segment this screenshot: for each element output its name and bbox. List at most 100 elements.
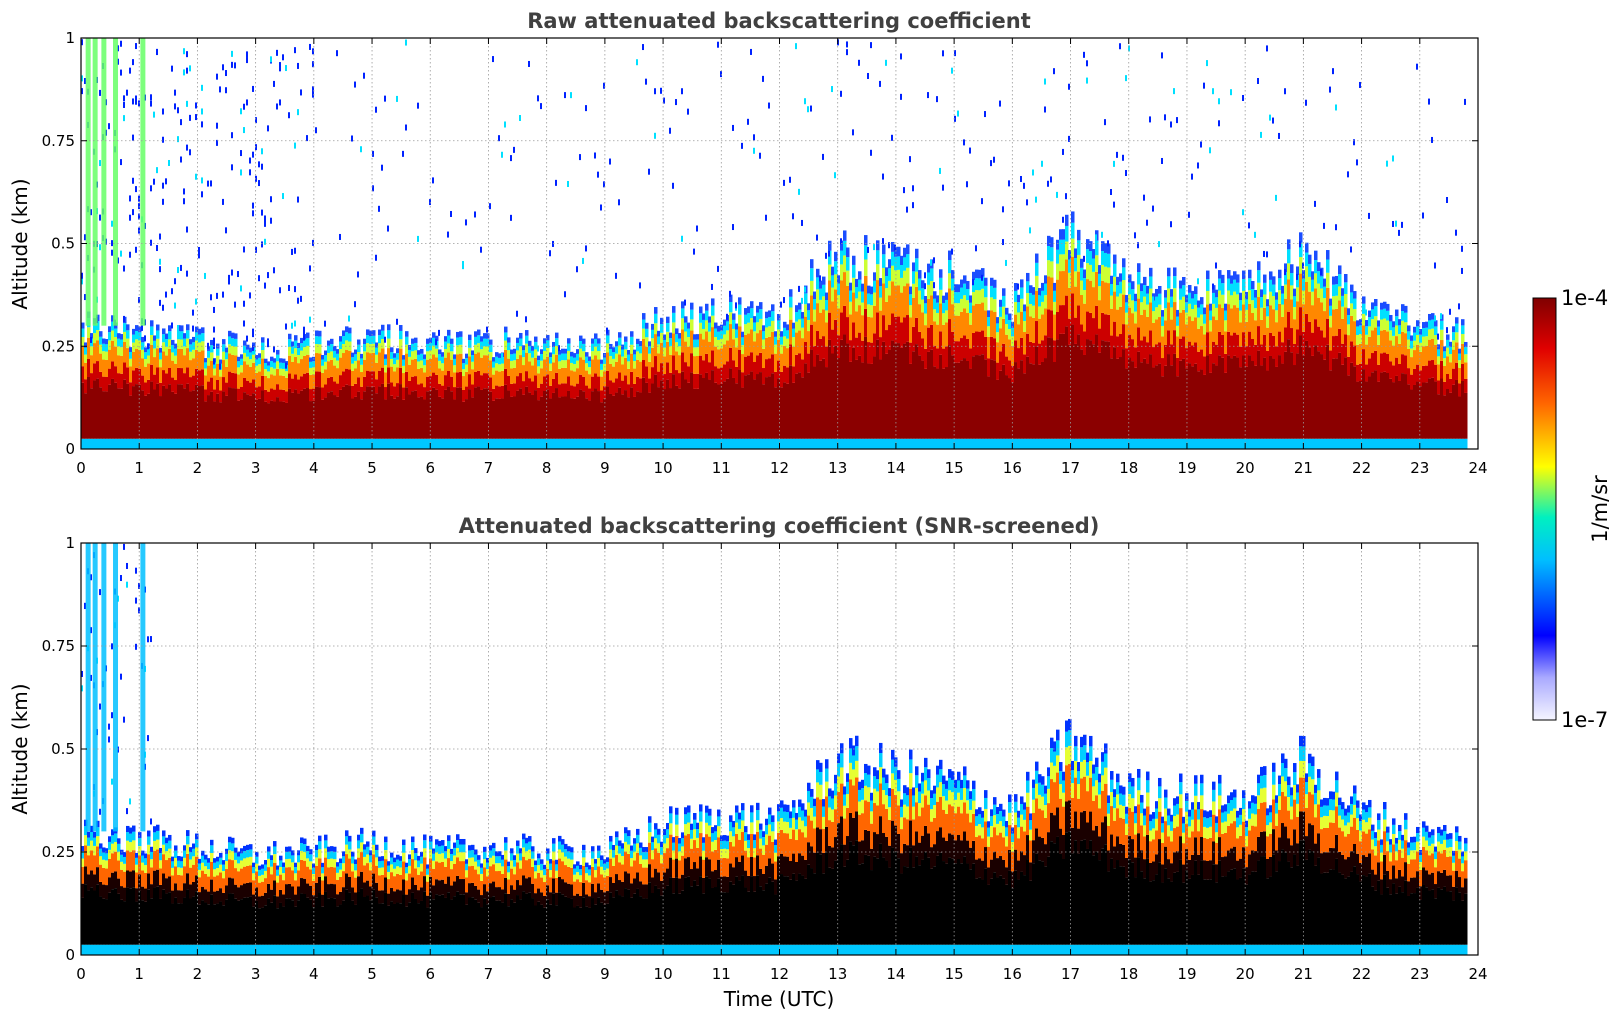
heatmap-column [1422,212,1426,449]
heatmap-cell [1434,344,1438,365]
heatmap-cell [1401,354,1405,374]
heatmap-noise [783,297,785,304]
heatmap-noise [609,158,611,165]
heatmap-cell [798,438,802,449]
heatmap-cell [1068,272,1072,288]
heatmap-cell [1104,282,1108,315]
heatmap-cell [267,391,271,404]
heatmap-cell [906,341,910,439]
heatmap-cell [1155,296,1159,308]
heatmap-cell [438,383,442,397]
heatmap-cell [537,355,541,361]
x-tick-label: 3 [251,459,261,477]
heatmap-column [276,49,280,449]
heatmap-cell [102,338,106,344]
heatmap-cell [690,372,694,439]
heatmap-cell [885,267,889,276]
heatmap-cell [159,367,163,383]
heatmap-cell [1143,276,1147,286]
heatmap-cell [939,331,943,355]
heatmap-cell [666,331,670,342]
heatmap-noise [1449,308,1451,315]
heatmap-cell [630,331,634,337]
heatmap-cell [1341,295,1345,307]
heatmap-noise [762,75,764,82]
heatmap-cell [423,354,427,359]
heatmap-cell [735,366,739,384]
heatmap-cell [1206,304,1210,333]
heatmap-cell [1014,340,1018,363]
heatmap-column [1431,136,1435,449]
heatmap-cell [1092,287,1096,319]
heatmap-cell [126,887,130,945]
heatmap-noise [285,65,287,72]
heatmap-cell [645,328,649,338]
heatmap-cell [1176,357,1180,377]
heatmap-cell [453,438,457,449]
heatmap-cell [261,881,265,896]
heatmap-noise [486,326,488,333]
heatmap-noise [297,109,299,116]
heatmap-cell [108,849,112,859]
heatmap-cell [261,438,265,449]
heatmap-noise [150,636,152,643]
heatmap-cell [144,865,148,873]
heatmap-cell [609,363,613,381]
heatmap-cell [822,438,826,449]
heatmap-cell [411,343,415,352]
heatmap-cell [1218,270,1222,279]
heatmap-cell [264,905,268,945]
heatmap-cell [225,352,229,360]
heatmap-noise [162,182,164,189]
heatmap-cell [1002,306,1006,319]
heatmap-cell [948,250,952,260]
heatmap-cell [1164,290,1168,298]
heatmap-cell [1092,249,1096,259]
heatmap-cell [282,873,286,881]
heatmap-cell [1065,326,1069,439]
heatmap-cell [924,438,928,449]
heatmap-cell [417,397,421,439]
heatmap-cell [1179,360,1183,439]
heatmap-cell [1158,293,1162,305]
heatmap-cell [210,360,214,378]
heatmap-cell [201,385,205,439]
heatmap-cell [1458,353,1462,361]
heatmap-cell [432,387,436,439]
heatmap-cell [1029,438,1033,449]
heatmap-noise [891,134,893,141]
heatmap-cell [273,375,277,390]
heatmap-cell [111,361,115,379]
heatmap-cell [1347,438,1351,449]
heatmap-cell [948,319,952,346]
heatmap-cell [342,330,346,337]
heatmap-cell [189,847,193,853]
heatmap-cell [924,313,928,326]
heatmap-cell [1245,438,1249,449]
heatmap-cell [450,376,454,392]
heatmap-cell [351,438,355,449]
heatmap-cell [1266,327,1270,351]
heatmap-cell [1044,295,1048,309]
heatmap-cell [534,390,538,439]
heatmap-cell [1446,438,1450,449]
heatmap-cell [216,856,220,862]
heatmap-cell [1026,306,1030,334]
heatmap-cell [555,388,559,439]
heatmap-cell [1254,438,1258,449]
heatmap-cell [1164,320,1168,345]
heatmap-cell [1245,366,1249,439]
heatmap-cell [909,363,913,439]
heatmap-cell [1344,438,1348,449]
heatmap-cell [1092,271,1096,288]
heatmap-cell [186,844,190,854]
heatmap-cell [702,319,706,329]
heatmap-column [1026,199,1030,449]
heatmap-cell [219,901,223,945]
heatmap-cell [717,339,721,350]
heatmap-cell [369,386,373,439]
heatmap-cell [1092,438,1096,449]
heatmap-noise [303,334,305,341]
heatmap-cell [1224,310,1228,321]
heatmap-column [1452,326,1456,449]
